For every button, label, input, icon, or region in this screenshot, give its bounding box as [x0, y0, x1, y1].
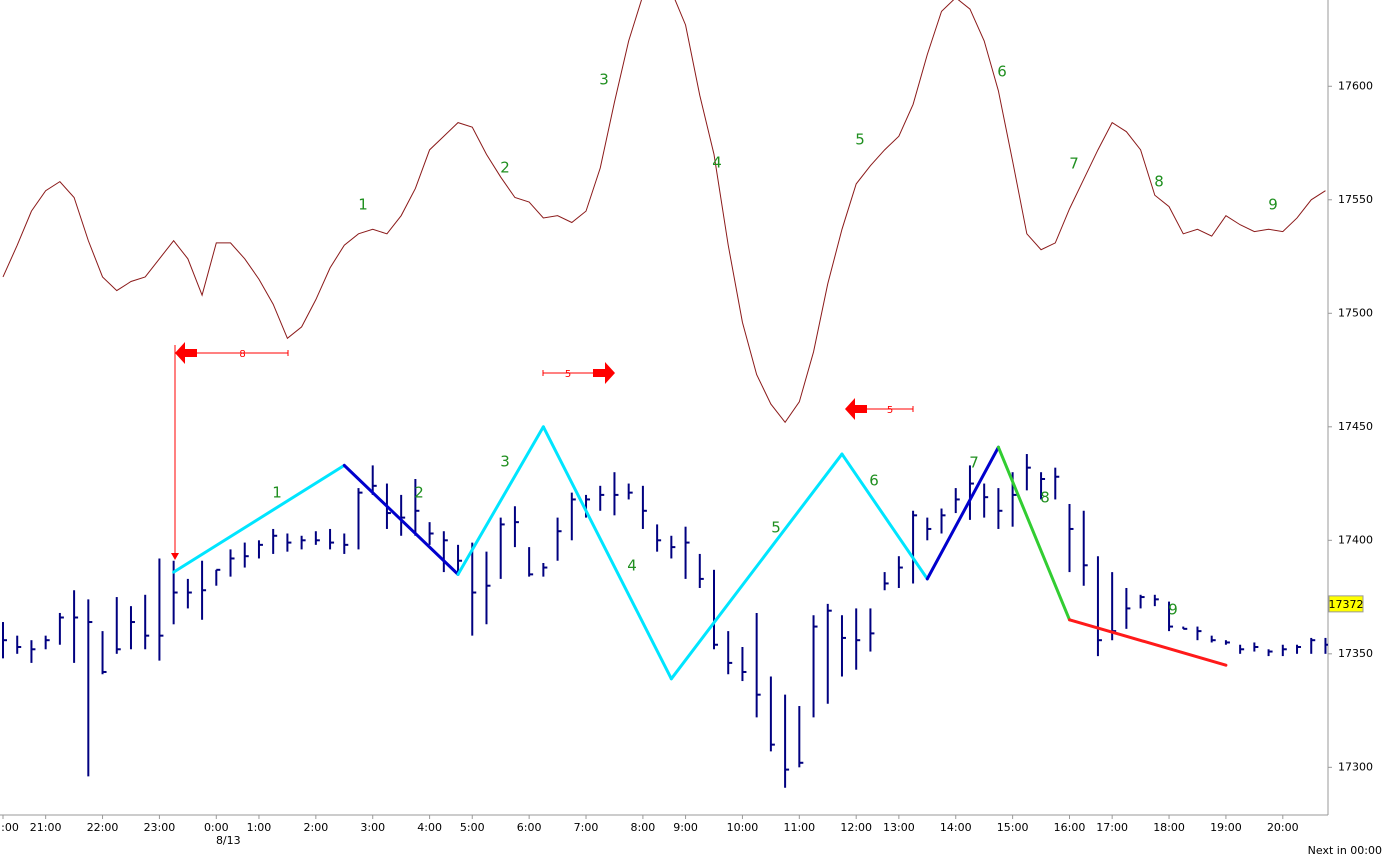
wave-label: 4: [627, 557, 637, 575]
x-tick-label: 14:00: [940, 821, 972, 834]
x-tick-label: 1:00: [247, 821, 272, 834]
wave-label: 5: [855, 131, 865, 149]
wave-label: 1: [358, 196, 368, 214]
arrow-drop-head: [171, 553, 179, 560]
y-tick-label: 17600: [1338, 79, 1373, 92]
x-tick-label: 9:00: [673, 821, 698, 834]
x-tick-label: 22:00: [87, 821, 119, 834]
x-tick-label: 21:00: [30, 821, 62, 834]
zigzag-segment: [669, 452, 844, 681]
y-tick-label: 17350: [1338, 647, 1373, 660]
arrow-head: [593, 362, 615, 384]
x-tick-label: 0:00: [204, 821, 229, 834]
last-price-label: 17372: [1329, 598, 1364, 611]
y-tick-label: 17300: [1338, 760, 1373, 773]
x-tick-label: 5:00: [460, 821, 485, 834]
zigzag-segment: [996, 445, 1071, 622]
zigzag-segment: [342, 463, 460, 576]
x-tick-label: 23:00: [144, 821, 176, 834]
wave-label: 2: [500, 159, 510, 177]
wave-label: 7: [969, 454, 979, 472]
zigzag-segment: [1068, 618, 1228, 667]
wave-label: 2: [414, 484, 424, 502]
footer: Next in 00:00: [1308, 844, 1382, 857]
wave-label: 6: [997, 63, 1007, 81]
x-tick-label: 17:00: [1096, 821, 1128, 834]
last-price-box: [1328, 595, 1364, 613]
x-tick-label: 3:00: [360, 821, 385, 834]
x-tick-label: 12:00: [840, 821, 872, 834]
zigzag-segment: [925, 445, 1000, 581]
x-tick-label: 2:00: [303, 821, 328, 834]
x-tick-label: 18:00: [1153, 821, 1185, 834]
wave-label: 8: [1040, 489, 1050, 507]
x-tick-label: 4:00: [417, 821, 442, 834]
wave-label: 9: [1168, 601, 1178, 619]
wave-label: 6: [869, 472, 879, 490]
x-tick-label: :00: [1, 821, 19, 834]
wave-label: 5: [771, 519, 781, 537]
x-tick-label: 16:00: [1054, 821, 1086, 834]
wave-label: 8: [1154, 173, 1164, 191]
x-tick-label: 20:00: [1267, 821, 1299, 834]
x-tick-label: 8:00: [631, 821, 656, 834]
line-series: [2, 0, 1326, 424]
date-label: 8/13: [216, 834, 241, 847]
zigzag-segment: [840, 452, 929, 581]
y-tick-label: 17500: [1338, 306, 1373, 319]
arrow-label: 5: [887, 405, 893, 416]
x-tick-label: 11:00: [783, 821, 815, 834]
x-tick-label: 10:00: [727, 821, 759, 834]
y-tick-label: 17450: [1338, 420, 1373, 433]
x-tick-label: 15:00: [997, 821, 1029, 834]
zigzag-segment: [456, 425, 545, 576]
y-tick-label: 17550: [1338, 193, 1373, 206]
plot-area: [2, 0, 1328, 788]
wave-label: 9: [1268, 196, 1278, 214]
wave-label: 1: [272, 484, 282, 502]
x-tick-label: 6:00: [517, 821, 542, 834]
zigzag-segment: [541, 425, 673, 681]
wave-label: 3: [500, 453, 510, 471]
x-tick-label: 7:00: [574, 821, 599, 834]
arrow-label: 5: [565, 369, 571, 380]
wave-label: 7: [1069, 155, 1079, 173]
wave-label: 3: [599, 71, 609, 89]
x-tick-label: 13:00: [883, 821, 915, 834]
wave-label: 4: [712, 154, 722, 172]
arrow-head: [845, 398, 867, 420]
zigzag-segment: [172, 463, 346, 574]
x-tick-label: 19:00: [1210, 821, 1242, 834]
y-tick-label: 17400: [1338, 533, 1373, 546]
arrow-head: [175, 342, 197, 364]
arrow-label: 8: [239, 349, 245, 360]
